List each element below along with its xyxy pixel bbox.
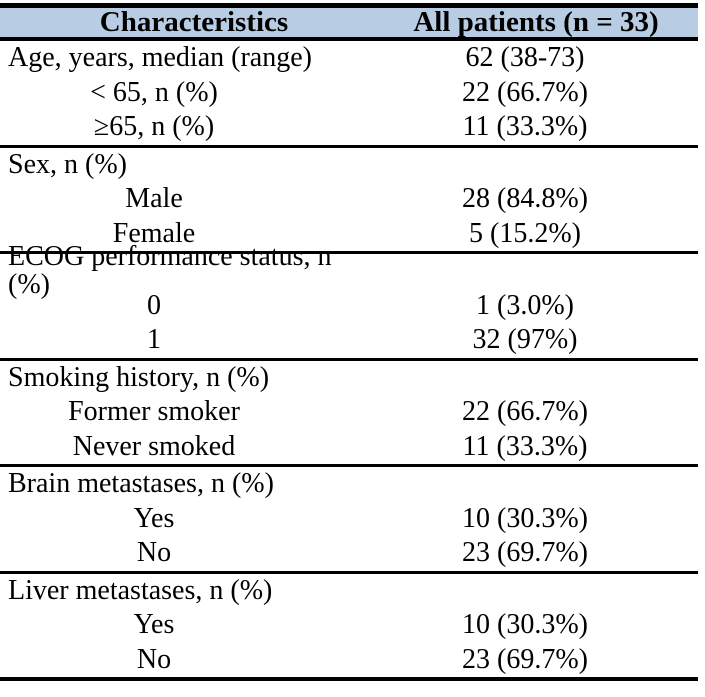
row-value: 10 (30.3%) [462,609,588,641]
table-row: Never smoked 11 (33.3%) [0,430,698,465]
row-label: No [136,537,172,569]
row-label: No [136,643,172,675]
header-characteristics: Characteristics [99,6,289,38]
row-value: 23 (69.7%) [462,643,588,675]
header-all-patients: All patients (n = 33) [413,6,659,38]
table-row: Sex, n (%) [0,148,698,183]
row-label: ECOG performance status, n (%) [8,241,332,301]
row-value: 10 (30.3%) [462,502,588,534]
row-label: Liver metastases, n (%) [8,574,273,606]
row-value: 22 (66.7%) [462,76,588,108]
table-row: 0 1 (3.0%) [0,289,698,324]
table-row: Yes 10 (30.3%) [0,502,698,537]
row-label: Female [112,217,196,249]
table-row: 1 32 (97%) [0,323,698,358]
table-row: Male 28 (84.8%) [0,182,698,217]
table-row: Former smoker 22 (66.7%) [0,395,698,430]
table-section-age: Age, years, median (range) 62 (38-73) < … [0,41,698,148]
table-row: No 23 (69.7%) [0,536,698,571]
row-value: 5 (15.2%) [469,217,581,249]
row-label: Never smoked [72,430,236,462]
table-section-brain-metastases: Brain metastases, n (%) Yes 10 (30.3%) N… [0,467,698,574]
table-row: Age, years, median (range) 62 (38-73) [0,41,698,76]
table-row: ECOG performance status, n (%) [0,243,698,299]
row-value: 23 (69.7%) [462,537,588,569]
table-header-row: Characteristics All patients (n = 33) [0,6,698,41]
row-label: 1 [147,324,161,356]
table-row: No 23 (69.7%) [0,643,698,678]
row-value: 11 (33.3%) [462,111,588,143]
row-label: Sex, n (%) [8,148,127,180]
row-label: Yes [133,609,175,641]
row-value: 28 (84.8%) [462,183,588,215]
row-label: ≥65, n (%) [93,111,215,143]
table-row: < 65, n (%) 22 (66.7%) [0,76,698,111]
table-row: ≥65, n (%) 11 (33.3%) [0,110,698,145]
table-row: Liver metastases, n (%) [0,574,698,609]
row-label: Male [125,183,183,215]
table-row: Yes 10 (30.3%) [0,608,698,643]
row-value: 32 (97%) [472,324,578,356]
table-row: Brain metastases, n (%) [0,467,698,502]
table-row: Smoking history, n (%) [0,361,698,396]
row-label: Smoking history, n (%) [8,361,270,393]
row-label: Former smoker [68,396,240,428]
row-label: < 65, n (%) [90,76,218,108]
row-label: 0 [147,289,161,321]
row-label: Yes [133,502,175,534]
row-value: 1 (3.0%) [476,289,574,321]
row-value: 11 (33.3%) [462,430,588,462]
table-section-ecog: ECOG performance status, n (%) 0 1 (3.0%… [0,243,698,361]
table-section-smoking: Smoking history, n (%) Former smoker 22 … [0,361,698,467]
table-row: Female 5 (15.2%) [0,217,698,252]
page: { "table": { "header": { "characteristic… [0,3,705,697]
row-label: Brain metastases, n (%) [8,468,274,500]
row-value: 22 (66.7%) [462,396,588,428]
patient-characteristics-table: Characteristics All patients (n = 33) Ag… [0,3,698,681]
table-section-sex: Sex, n (%) Male 28 (84.8%) Female 5 (15.… [0,148,698,254]
row-label: Age, years, median (range) [8,42,312,74]
table-section-liver-metastases: Liver metastases, n (%) Yes 10 (30.3%) N… [0,574,698,678]
row-value: 62 (38-73) [465,42,585,74]
